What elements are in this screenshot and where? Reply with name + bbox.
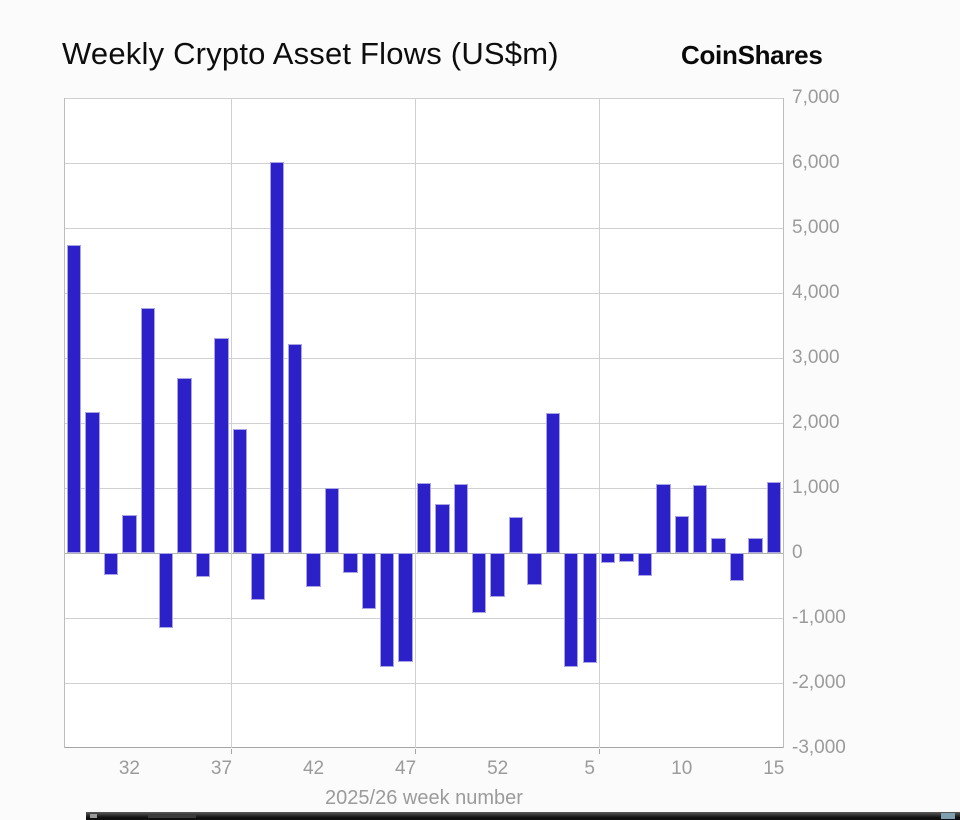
bar-week-50 xyxy=(453,484,468,553)
y-tick-label-1000: 1,000 xyxy=(792,477,840,498)
x-tick-label-week-5: 5 xyxy=(584,758,595,779)
y-tick-label-7000: 7,000 xyxy=(792,87,840,108)
bar-week-1 xyxy=(508,517,524,553)
x-axis-title: 2025/26 week number xyxy=(325,787,523,809)
strip-speck xyxy=(90,814,97,818)
y-tick-label--3000: -3,000 xyxy=(792,737,846,758)
chart-title: Weekly Crypto Asset Flows (US$m) xyxy=(62,36,559,71)
y-tick-label-4000: 4,000 xyxy=(792,282,840,303)
x-tick-label-week-47: 47 xyxy=(395,758,417,779)
bar-week-43 xyxy=(324,488,340,553)
gridline-y-7000 xyxy=(65,98,783,99)
bar-week-8 xyxy=(637,553,653,576)
bar-week-11 xyxy=(692,484,708,553)
gridline-y-2000 xyxy=(65,423,783,424)
x-axis-tick xyxy=(598,749,600,754)
y-tick-label-0: 0 xyxy=(792,542,803,563)
gridline-y-0 xyxy=(65,553,783,554)
y-tick-label--1000: -1,000 xyxy=(792,607,846,628)
bottom-window-strip[interactable] xyxy=(86,812,960,820)
y-tick-label-3000: 3,000 xyxy=(792,347,840,368)
bar-week-35 xyxy=(177,378,192,553)
x-tick-label-week-42: 42 xyxy=(302,758,325,779)
bar-week-40 xyxy=(269,162,284,553)
bar-week-31 xyxy=(103,553,119,576)
gridline-y-6000 xyxy=(65,163,783,164)
gridline-y--3000 xyxy=(65,747,783,748)
bar-week-4 xyxy=(564,553,579,667)
bar-week-5 xyxy=(582,553,597,663)
bar-week-34 xyxy=(159,553,174,628)
y-tick-label--2000: -2,000 xyxy=(792,672,846,693)
bar-week-3 xyxy=(545,413,561,553)
bar-week-12 xyxy=(711,538,726,553)
bar-week-15 xyxy=(766,481,781,553)
bar-week-36 xyxy=(195,553,211,578)
bar-week-13 xyxy=(729,553,745,581)
gridline-y-3000 xyxy=(65,358,783,359)
y-tick-label-5000: 5,000 xyxy=(792,217,840,238)
bar-week-44 xyxy=(343,553,358,574)
bar-week-49 xyxy=(435,504,450,553)
gridline-y--1000 xyxy=(65,618,783,619)
x-tick-label-week-15: 15 xyxy=(763,758,785,779)
bar-week-48 xyxy=(416,482,432,553)
bar-week-29 xyxy=(67,244,82,553)
gridline-x xyxy=(230,98,232,748)
bar-week-38 xyxy=(232,428,248,553)
x-axis-tick xyxy=(414,749,416,754)
bar-week-2 xyxy=(527,553,542,585)
x-axis-tick xyxy=(230,749,232,754)
bar-week-9 xyxy=(656,484,671,553)
x-tick-label-week-32: 32 xyxy=(118,758,140,779)
bar-week-32 xyxy=(122,515,137,553)
coinshares-logo: CoinShares xyxy=(681,40,823,70)
bar-week-30 xyxy=(85,411,100,553)
x-tick-label-week-52: 52 xyxy=(487,758,509,779)
bar-week-6 xyxy=(600,553,616,563)
bar-week-7 xyxy=(619,553,634,563)
bar-week-46 xyxy=(379,553,395,667)
bar-week-37 xyxy=(214,337,229,553)
bar-week-42 xyxy=(306,553,321,587)
y-tick-label-2000: 2,000 xyxy=(792,412,840,433)
gridline-y-5000 xyxy=(65,228,783,229)
x-tick-label-week-37: 37 xyxy=(210,758,233,779)
bar-week-47 xyxy=(398,553,413,663)
bar-week-39 xyxy=(251,553,266,600)
gridline-y--2000 xyxy=(65,683,783,684)
strip-speck xyxy=(941,813,955,819)
y-tick-label-6000: 6,000 xyxy=(792,152,840,173)
strip-speck xyxy=(148,815,196,818)
gridline-x xyxy=(414,98,416,748)
gridline-x xyxy=(598,98,600,748)
bar-week-45 xyxy=(361,553,376,609)
bar-week-52 xyxy=(490,553,505,598)
gridline-y-4000 xyxy=(65,293,783,294)
bar-week-14 xyxy=(748,538,763,553)
plot-area xyxy=(64,98,784,748)
bar-week-51 xyxy=(472,553,487,613)
x-tick-label-week-10: 10 xyxy=(671,758,693,779)
bar-week-33 xyxy=(140,307,156,553)
bar-week-41 xyxy=(287,343,303,553)
bar-week-10 xyxy=(674,515,689,553)
